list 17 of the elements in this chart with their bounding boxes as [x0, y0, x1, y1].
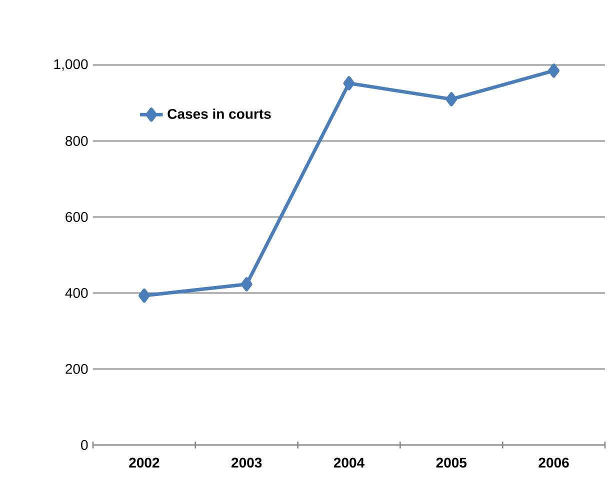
point [240, 277, 252, 292]
x-tick-label: 2002 [129, 458, 160, 468]
y-tick-label: 800 [66, 136, 88, 146]
y-tick-label: 1,000 [54, 59, 88, 71]
y-tick-label: 600 [66, 212, 88, 222]
point [138, 288, 150, 303]
x-tick-label: 2005 [436, 458, 467, 468]
point [548, 64, 560, 78]
x-tick-label: 2006 [538, 458, 569, 468]
y-tick-label: 200 [66, 364, 88, 374]
legend-label: Cases in courts [168, 108, 271, 119]
y-tick-label: 0 [81, 440, 88, 450]
point [446, 92, 458, 106]
y-tick-label: 400 [65, 288, 88, 298]
x-tick-label: 2004 [334, 458, 364, 468]
x-tick-label: 2003 [232, 458, 262, 468]
point [343, 76, 355, 90]
